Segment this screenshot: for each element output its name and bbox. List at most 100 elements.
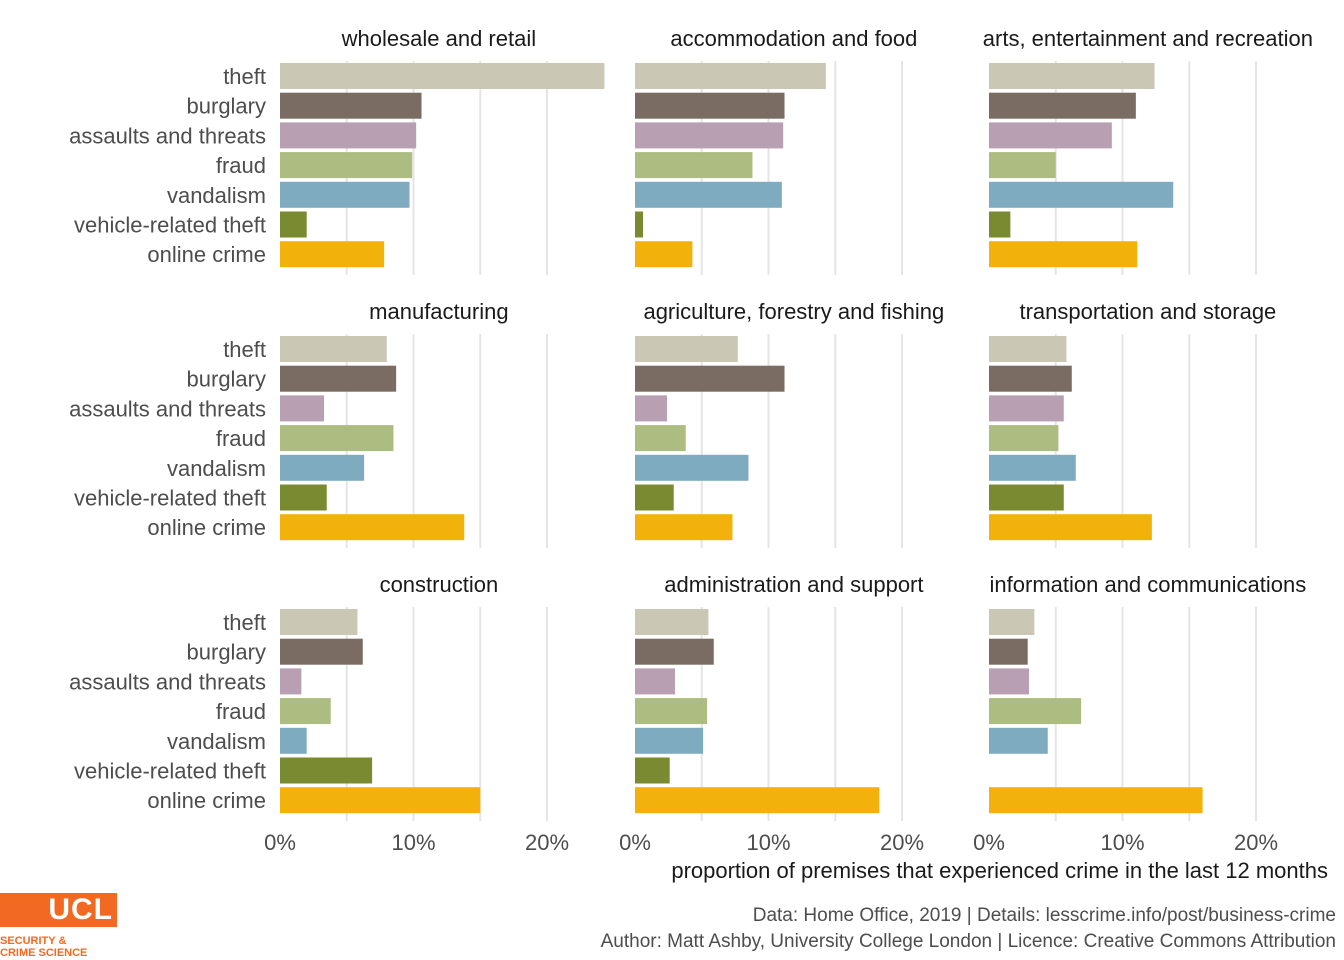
bar-theft [989,609,1035,635]
bar-online-crime [635,787,880,814]
bar-vandalism [989,454,1076,481]
y-tick-label: vehicle-related theft [74,213,266,238]
ucl-logo: UCL [0,893,117,927]
bar-theft [989,63,1155,89]
facet-panel: transportation and storage [989,299,1276,548]
bar-vandalism [635,727,704,754]
y-tick-label: vehicle-related theft [74,759,266,784]
bar-vehicle-related-theft [280,211,307,238]
x-tick-label: 0% [973,830,1005,855]
x-tick-label: 0% [264,830,296,855]
bar-assaults-and-threats [280,395,325,422]
bar-online-crime [989,514,1152,541]
facet-title: manufacturing [369,299,508,324]
bar-burglary [635,638,714,665]
bar-burglary [280,92,422,119]
x-tick-label: 10% [746,830,790,855]
facet-title: wholesale and retail [341,26,536,51]
bar-fraud [635,152,753,179]
caption-data-source: Data: Home Office, 2019 | Details: lessc… [753,905,1336,926]
bar-assaults-and-threats [989,668,1030,695]
bar-vandalism [635,454,749,481]
bar-vandalism [635,181,782,208]
bar-theft [635,336,738,362]
bar-vehicle-related-theft [280,484,327,511]
y-tick-label: burglary [187,367,266,392]
y-tick-label: assaults and threats [69,669,266,694]
bar-vehicle-related-theft [635,484,674,511]
bar-assaults-and-threats [989,122,1112,149]
facet-panel: wholesale and retail theft burglary assault… [69,26,605,275]
bar-vehicle-related-theft [989,484,1064,511]
facet-panel: arts, entertainment and recreation [983,26,1313,275]
x-tick-label: 20% [880,830,924,855]
bar-vehicle-related-theft [280,757,373,784]
bar-fraud [280,698,331,725]
bar-online-crime [280,241,385,268]
bar-online-crime [989,241,1138,268]
bar-theft [280,63,605,89]
facet-title: agriculture, forestry and fishing [643,299,944,324]
x-tick-label: 10% [1100,830,1144,855]
bar-theft [280,609,358,635]
facet-panel: construction theft burglary assaults and th… [69,572,569,855]
facet-panel: agriculture, forestry and fishing [635,299,944,548]
bar-burglary [280,638,363,665]
y-tick-label: vehicle-related theft [74,486,266,511]
y-tick-label: burglary [187,640,266,665]
bar-vehicle-related-theft [989,211,1011,238]
bar-vandalism [280,454,365,481]
facet-title: transportation and storage [1019,299,1276,324]
bar-fraud [635,425,686,452]
logo-subtitle-line1: SECURITY & [0,935,67,947]
bar-assaults-and-threats [635,395,668,422]
facet-panel: information and communications 0% 10% 20% [973,572,1306,855]
x-axis-label: proportion of premises that experienced … [671,858,1328,883]
bar-online-crime [635,241,693,268]
facet-title: construction [380,572,499,597]
bar-burglary [635,365,785,392]
bar-theft [635,63,826,89]
bar-vehicle-related-theft [635,211,644,238]
bar-fraud [280,425,394,452]
facet-panel: administration and support 0% 10% 20% [619,572,924,855]
bar-online-crime [280,787,481,814]
bar-assaults-and-threats [989,395,1064,422]
facet-panel: accommodation and food [635,26,917,275]
bar-online-crime [989,787,1203,814]
y-tick-label: fraud [216,426,266,451]
facet-panel: manufacturing theft burglary assaults and t… [69,299,548,548]
y-tick-label: burglary [187,94,266,119]
y-tick-label: theft [223,64,266,89]
bar-online-crime [280,514,465,541]
y-tick-label: theft [223,337,266,362]
logo-subtitle: SECURITY & CRIME SCIENCE [0,935,87,959]
bar-assaults-and-threats [280,122,417,149]
y-tick-label: vandalism [167,183,266,208]
y-tick-label: vandalism [167,729,266,754]
facet-title: information and communications [990,572,1307,597]
bar-theft [635,609,709,635]
bar-fraud [989,425,1059,452]
bar-fraud [989,152,1056,179]
x-tick-label: 0% [619,830,651,855]
bar-fraud [989,698,1082,725]
logo-subtitle-line2: CRIME SCIENCE [0,947,88,959]
y-tick-label: online crime [147,788,266,813]
bar-assaults-and-threats [280,668,302,695]
bar-vandalism [280,181,410,208]
facet-title: arts, entertainment and recreation [983,26,1313,51]
y-tick-label: assaults and threats [69,123,266,148]
y-tick-label: online crime [147,515,266,540]
bar-burglary [989,638,1028,665]
facet-title: administration and support [664,572,923,597]
bar-theft [989,336,1067,362]
y-tick-label: assaults and threats [69,396,266,421]
caption-author: Author: Matt Ashby, University College L… [601,931,1336,952]
y-tick-label: fraud [216,699,266,724]
bar-assaults-and-threats [635,122,784,149]
logo-text: UCL [48,893,113,926]
facet-title: accommodation and food [670,26,917,51]
x-tick-label: 20% [1234,830,1278,855]
